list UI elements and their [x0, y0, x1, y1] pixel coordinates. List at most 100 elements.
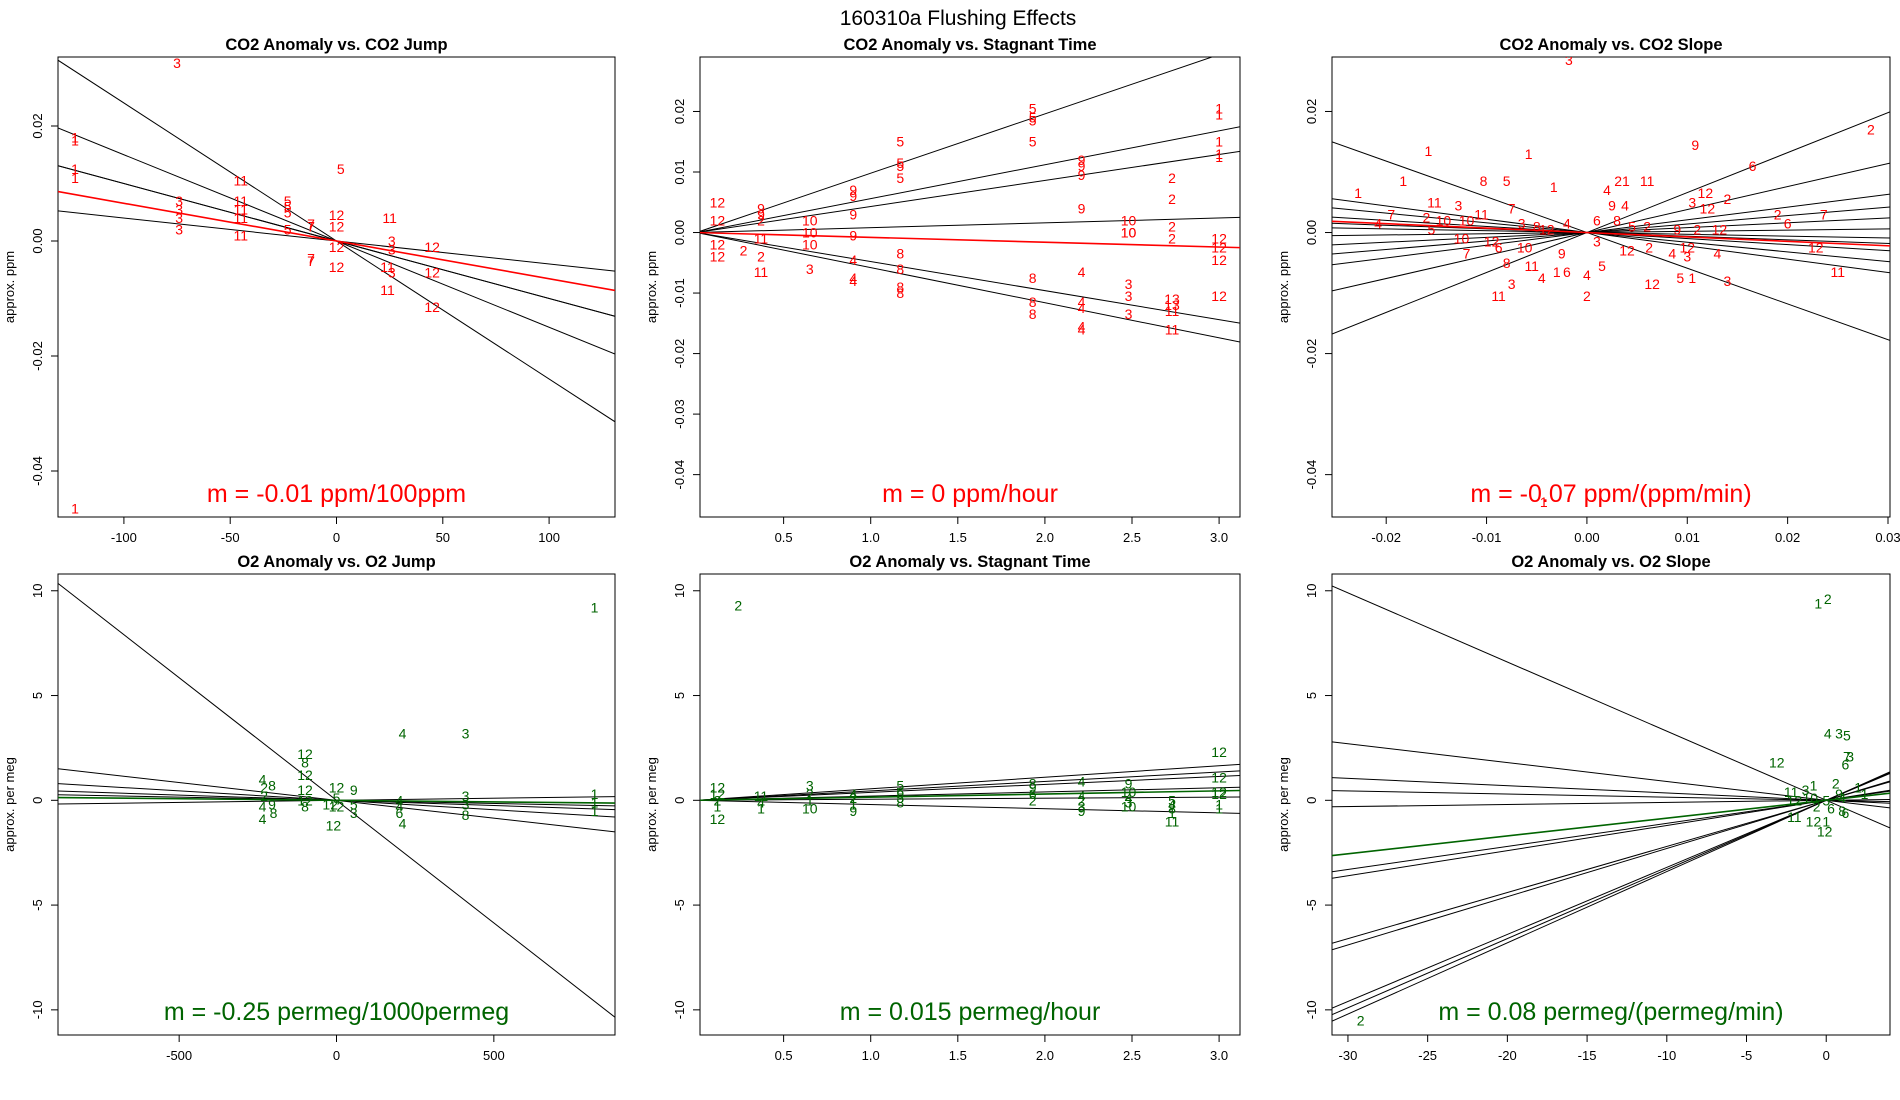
data-point: 2 [1645, 240, 1653, 256]
data-point: 4 [1078, 300, 1086, 316]
data-point: 4 [1078, 788, 1086, 804]
data-point: 8 [896, 261, 904, 277]
mean-fit-line [1332, 220, 1890, 247]
fit-line [700, 216, 1240, 233]
data-point: 11 [1427, 194, 1442, 210]
data-point: 1 [71, 132, 79, 148]
data-point: 12 [329, 780, 345, 796]
data-point: 2 [260, 780, 268, 796]
y-axis-label: approx. ppm [2, 251, 17, 323]
data-point: 3 [1078, 799, 1086, 815]
panel-5: O2 Anomaly vs. Stagnant Time approx. per … [644, 553, 1241, 1063]
x-tick-label: 500 [483, 1048, 505, 1063]
data-point: 3 [1125, 288, 1133, 304]
x-tick-label: 50 [436, 530, 450, 545]
data-point: 4 [1538, 270, 1546, 286]
data-point: 6 [1593, 212, 1601, 228]
x-tick-label: 3.0 [1210, 1048, 1228, 1063]
data-point: 10 [1802, 790, 1818, 806]
data-point: 8 [268, 778, 276, 794]
y-tick-label: 0 [30, 797, 45, 804]
data-point: 10 [1121, 784, 1137, 800]
data-point: 11 [1831, 264, 1846, 280]
data-point: 3 [1518, 215, 1526, 231]
x-tick-label: -0.02 [1371, 530, 1401, 545]
data-point: 10 [1517, 240, 1533, 256]
data-point: 3 [175, 222, 183, 238]
panel-6: O2 Anomaly vs. O2 Slope approx. per meg -3… [1276, 553, 1891, 1063]
mean-fit-line [58, 190, 615, 292]
data-point: 6 [1029, 786, 1037, 802]
data-point: 6 [1749, 158, 1757, 174]
data-point: 10 [802, 801, 818, 817]
data-point: 12 [1769, 755, 1785, 771]
data-point: 12 [1817, 824, 1833, 840]
y-tick-label: 0.02 [672, 99, 687, 124]
data-point: 4 [1668, 246, 1676, 262]
data-point: 5 [284, 222, 292, 238]
data-point: 4 [1824, 725, 1832, 741]
data-point: 11 [754, 264, 769, 280]
data-point: 5 [896, 134, 904, 150]
data-point: 2 [714, 792, 722, 808]
data-point: 9 [849, 803, 857, 819]
data-point: 12 [710, 237, 726, 253]
data-point: 2 [1168, 191, 1176, 207]
data-point: 5 [284, 199, 292, 215]
y-tick-label: -0.02 [672, 339, 687, 369]
y-tick-label: 5 [30, 692, 45, 699]
data-point: 4 [1583, 267, 1591, 283]
fit-line [1332, 162, 1890, 292]
data-point: 12 [710, 786, 726, 802]
data-point: 6 [1841, 805, 1849, 821]
data-point: 8 [462, 807, 470, 823]
y-tick-label: 10 [30, 584, 45, 598]
y-tick-label: 5 [1304, 692, 1319, 699]
slope-annotation: m = -0.07 ppm/(ppm/min) [1470, 480, 1751, 508]
data-point: 9 [268, 797, 276, 813]
data-point: 7 [1820, 206, 1828, 222]
data-point: 1 [1215, 801, 1223, 817]
panel-title: CO2 Anomaly vs. Stagnant Time [843, 36, 1096, 54]
data-point: 1 [849, 797, 857, 813]
data-point: 10 [1121, 212, 1137, 228]
x-tick-label: 100 [538, 530, 560, 545]
data-point: 3 [462, 788, 470, 804]
data-point: 9 [757, 200, 765, 216]
data-point: 5 [1822, 792, 1830, 808]
y-tick-label: -0.04 [672, 460, 687, 490]
x-tick-label: -10 [1657, 1048, 1676, 1063]
data-point: 1 [591, 794, 599, 810]
plot-frame [699, 56, 1241, 518]
data-point: 12 [1211, 744, 1227, 760]
panel-title: O2 Anomaly vs. O2 Slope [1511, 553, 1710, 571]
x-tick-label: 2.0 [1036, 1048, 1054, 1063]
data-point: 3 [1125, 306, 1133, 322]
data-point: 5 [896, 778, 904, 794]
panel-3: CO2 Anomaly vs. CO2 Slope approx. ppm -0.0… [1276, 36, 1900, 545]
data-point: 5 [1843, 727, 1851, 743]
data-point: 12 [710, 212, 726, 228]
data-point: 8 [1029, 776, 1037, 792]
data-point: 4 [259, 811, 267, 827]
data-point: 6 [1784, 215, 1792, 231]
y-tick-label: 5 [672, 692, 687, 699]
data-point: 12 [297, 767, 313, 783]
data-point: 4 [396, 799, 404, 815]
data-point: 12 [1211, 786, 1227, 802]
mean-fit-line [700, 789, 1240, 802]
data-point: 10 [1436, 212, 1452, 228]
data-point: 11 [1784, 784, 1799, 800]
data-point: 4 [1563, 215, 1571, 231]
data-point: 4 [399, 815, 407, 831]
data-point: 2 [734, 597, 742, 613]
data-point: 10 [802, 237, 818, 253]
data-point: 4 [1125, 790, 1133, 806]
plot-frame [57, 56, 616, 518]
data-point: 5 [1029, 100, 1037, 116]
fit-line [1332, 111, 1890, 335]
data-point: 8 [1029, 270, 1037, 286]
data-point: 12 [1211, 288, 1227, 304]
data-point: 3 [175, 201, 183, 217]
